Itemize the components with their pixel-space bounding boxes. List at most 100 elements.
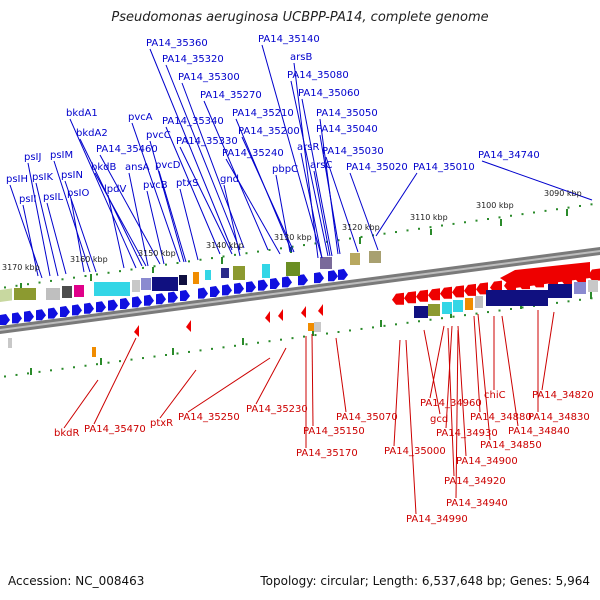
bottom-gene-label: PA14_35170 [296, 448, 358, 459]
top-gene-label: bkdA1 [66, 108, 98, 119]
top-gene-label: pvcD [155, 160, 181, 171]
top-gene-label: PA14_35030 [322, 146, 384, 157]
forward-gene-arrow [12, 312, 22, 324]
top-leader-line [64, 180, 97, 273]
top-gene-label: bkdB [91, 162, 116, 173]
forward-gene-arrow [0, 314, 10, 325]
scale-labels: 3170 kbp 3160 kbp 3150 kbp 3140 kbp 3130 kbp… [2, 189, 582, 272]
top-leader-line [131, 122, 181, 263]
top-gene-label: psIN [61, 170, 83, 181]
forward-gene-arrow [328, 270, 338, 282]
top-gene-label: PA14_35360 [146, 38, 208, 49]
top-gene-label: PA14_35060 [298, 88, 360, 99]
bottom-gene-label: PA14_34880 [470, 412, 532, 423]
top-gene-label: psIO [67, 188, 90, 199]
reverse-gene-arrow [404, 291, 416, 304]
bottom-leader-line [393, 339, 401, 447]
forward-gene-arrow [270, 278, 280, 289]
top-gene-label: PA14_35020 [346, 162, 408, 173]
top-leader-line [146, 190, 165, 265]
top-leader-line [179, 188, 199, 261]
bottom-gene-label: gcd [430, 414, 448, 425]
reverse-gene-arrow [500, 262, 590, 288]
forward-gene-arrow [168, 291, 178, 303]
top-gene-label: pvcB [143, 180, 168, 191]
forward-gene-arrow [144, 294, 154, 306]
reverse-gene-arrow [278, 309, 283, 321]
genome-backbone [0, 247, 600, 334]
top-leader-line [179, 146, 233, 255]
top-leader-line [481, 160, 593, 201]
top-leader-line [107, 194, 125, 269]
scale-label: 3170 kbp [2, 263, 40, 272]
top-leader-line [158, 170, 187, 263]
scale-label: 3120 kbp [342, 223, 380, 232]
top-gene-label: psIH [6, 174, 28, 185]
top-gene-label: PA14_35080 [287, 70, 349, 81]
top-gene-label: PA14_35040 [316, 124, 378, 135]
top-leader-line [313, 170, 331, 257]
top-leader-line [293, 62, 319, 259]
bottom-leader-line [501, 315, 519, 427]
bottom-leader-line [423, 329, 441, 415]
reverse-gene-arrow [452, 285, 464, 298]
bottom-gene-label: PA14_35470 [84, 424, 146, 435]
bottom-gene-label: PA14_34850 [480, 440, 542, 451]
top-gene-label: PA14_35340 [162, 116, 224, 127]
reverse-gene-arrow [440, 286, 452, 299]
top-leader-line [128, 172, 149, 267]
top-leader-line [27, 162, 51, 277]
top-leader-line [94, 172, 147, 267]
top-gene-label: lpdV [104, 184, 126, 195]
bottom-gene-label: PA14_35230 [246, 404, 308, 415]
bottom-gene-label: PA14_34940 [446, 498, 508, 509]
reverse-gene-arrow [476, 282, 488, 295]
outer-tick-ring [4, 203, 593, 378]
top-leader-line [22, 204, 39, 277]
reverse-gene-arrow [490, 280, 502, 293]
bottom-gene-label: bkdR [54, 428, 79, 439]
top-gene-label: pvcC [146, 130, 171, 141]
reverse-gene-arrow [301, 306, 306, 318]
top-gene-label: pbpC [272, 164, 298, 175]
forward-gene-arrow [96, 301, 106, 313]
top-gene-label: PA14_35320 [162, 54, 224, 65]
bottom-leader-line [445, 325, 453, 429]
bottom-gene-label: PA14_34840 [508, 426, 570, 437]
top-leader-line [69, 118, 137, 269]
bottom-leader-line [541, 311, 555, 391]
bottom-gene-label: PA14_34900 [456, 456, 518, 467]
top-gene-label: PA14_35200 [238, 126, 300, 137]
top-leader-line [203, 100, 269, 251]
top-leader-line [349, 172, 379, 251]
bottom-leader-line [255, 347, 287, 405]
top-gene-label: PA14_34740 [478, 150, 540, 161]
top-gene-label: psIL [43, 192, 64, 203]
bottom-gene-label: PA14_34920 [444, 476, 506, 487]
top-leader-line [375, 172, 418, 237]
reverse-gene-arrow [392, 292, 404, 305]
forward-gene-arrow [84, 302, 94, 314]
top-gene-label: bkdA2 [76, 128, 108, 139]
top-gene-label: PA14_35140 [258, 34, 320, 45]
top-gene-label: arsB [290, 52, 312, 63]
bottom-leader-line [447, 327, 455, 477]
top-gene-label: PA14_35010 [413, 162, 475, 173]
topology-text: Topology: circular; Length: 6,537,648 bp… [260, 574, 590, 588]
top-leader-line [165, 126, 221, 255]
top-leader-line [241, 136, 295, 253]
top-leader-line [9, 184, 43, 279]
top-leader-line [99, 154, 161, 265]
bottom-gene-label: PA14_35150 [303, 426, 365, 437]
bottom-gene-label: PA14_34960 [420, 398, 482, 409]
forward-gene-arrow [180, 290, 190, 301]
forward-gene-arrow [338, 268, 348, 280]
bottom-gene-label: PA14_35070 [336, 412, 398, 423]
top-gene-label: PA14_35270 [200, 90, 262, 101]
scale-label: 3110 kbp [410, 213, 448, 222]
gene-labels: PA14_35360 PA14_35140 arsB PA14_35320 PA14_3… [6, 34, 594, 525]
bottom-leader-line [63, 379, 99, 429]
top-gene-label: PA14_35460 [96, 144, 158, 155]
bottom-gene-label: PA14_34830 [528, 412, 590, 423]
